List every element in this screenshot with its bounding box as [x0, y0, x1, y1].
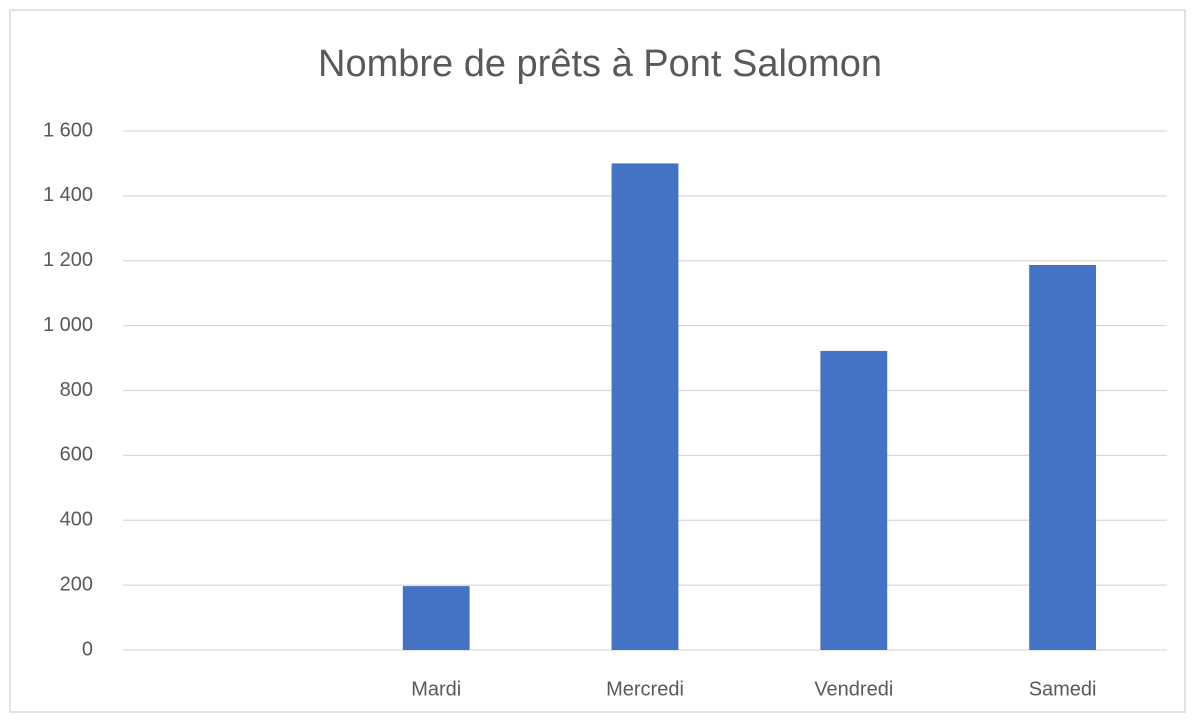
- chart-frame: [9, 9, 1186, 713]
- x-tick-label: Samedi: [1029, 678, 1097, 700]
- y-tick-label: 1 600: [43, 119, 93, 141]
- y-tick-label: 600: [60, 444, 93, 466]
- y-tick-label: 1 200: [43, 249, 93, 271]
- bar: [402, 586, 470, 650]
- y-tick-label: 200: [60, 573, 93, 595]
- chart-title: Nombre de prêts à Pont Salomon: [318, 43, 882, 85]
- bar: [611, 163, 679, 650]
- y-tick-label: 400: [60, 509, 93, 531]
- y-tick-label: 1 400: [43, 184, 93, 206]
- x-tick-label: Mardi: [411, 678, 461, 700]
- bar: [1029, 264, 1097, 650]
- x-tick-label: Mercredi: [606, 678, 684, 700]
- bar: [820, 350, 888, 650]
- x-tick-label: Vendredi: [814, 678, 893, 700]
- y-tick-label: 0: [82, 638, 93, 660]
- y-tick-label: 800: [60, 379, 93, 401]
- y-tick-label: 1 000: [43, 314, 93, 336]
